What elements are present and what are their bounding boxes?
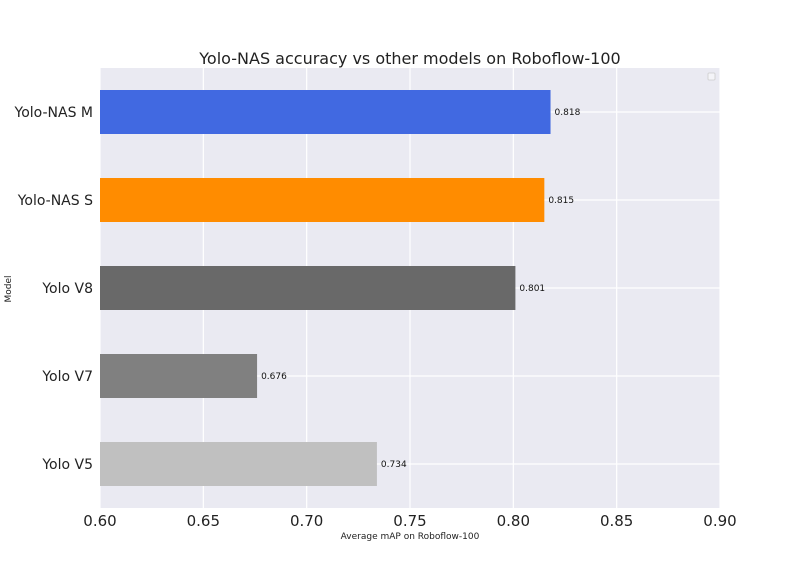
data-label: 0.734 [381,460,407,470]
bar-yolo-v5 [100,442,377,486]
y-tick-label: Yolo-NAS M [14,105,94,121]
data-label: 0.818 [555,108,581,118]
y-tick-label: Yolo-NAS S [17,193,93,209]
x-tick-label: 0.85 [600,512,633,530]
y-tick-label: Yolo V7 [41,369,93,385]
x-tick-labels: 0.60 0.65 0.70 0.75 0.80 0.85 0.90 [83,512,736,530]
x-tick-label: 0.70 [290,512,323,530]
bar-yolo-nas-s [100,178,545,222]
x-tick-label: 0.90 [703,512,736,530]
chart-title: Yolo-NAS accuracy vs other models on Rob… [198,49,620,68]
y-tick-labels: Yolo-NAS M Yolo-NAS S Yolo V8 Yolo V7 Yolo V… [14,105,94,473]
x-tick-label: 0.80 [497,512,530,530]
legend [707,72,716,81]
x-tick-label: 0.75 [393,512,426,530]
y-axis-label: Model [4,275,14,302]
bars [100,90,551,486]
bar-yolo-v7 [100,354,258,398]
data-label: 0.815 [548,196,574,206]
y-tick-label: Yolo V5 [41,457,93,473]
y-tick-label: Yolo V8 [41,281,93,297]
x-axis-label: Average mAP on Roboflow-100 [341,532,480,542]
data-label: 0.801 [519,284,545,294]
bar-yolo-v8 [100,266,516,310]
data-labels: 0.818 0.815 0.801 0.676 0.734 [261,108,581,470]
data-label: 0.676 [261,372,287,382]
bar-yolo-nas-m [100,90,551,134]
x-tick-label: 0.60 [83,512,116,530]
x-tick-label: 0.65 [187,512,220,530]
